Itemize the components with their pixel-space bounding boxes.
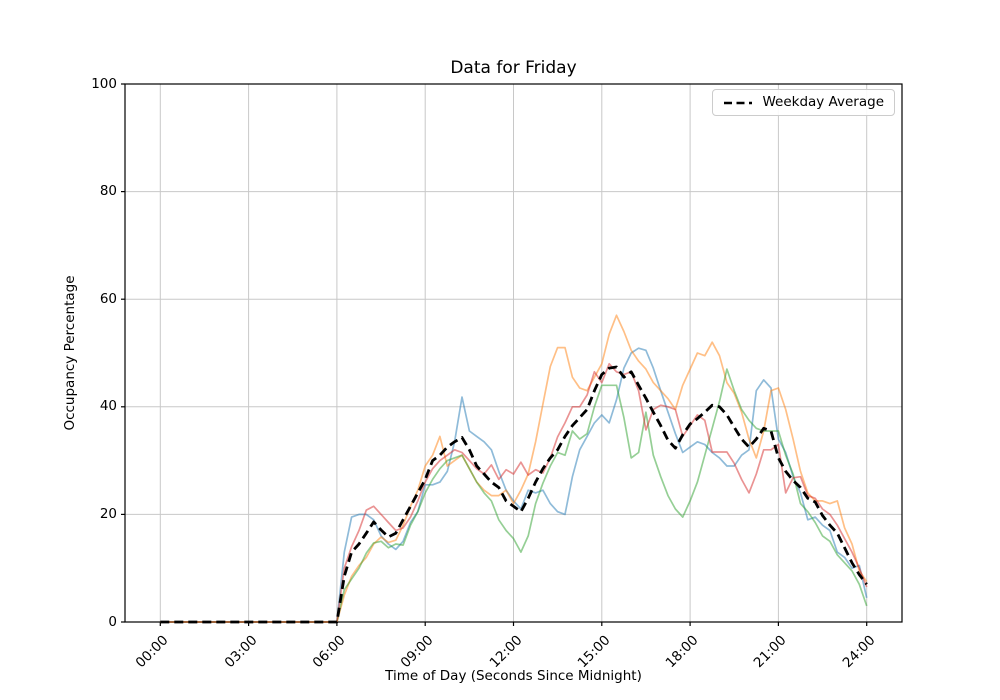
legend-label: Weekday Average — [762, 94, 884, 110]
y-tick-label: 20 — [99, 505, 117, 522]
chart-title: Data for Friday — [450, 58, 577, 78]
y-tick-label: 100 — [91, 75, 117, 92]
x-axis-label: Time of Day (Seconds Since Midnight) — [385, 668, 642, 684]
y-tick-label: 60 — [99, 290, 117, 307]
y-tick-label: 40 — [99, 398, 117, 415]
y-tick-label: 0 — [108, 613, 117, 630]
weekday-average-line — [160, 365, 868, 624]
y-axis-label: Occupancy Percentage — [62, 275, 78, 431]
legend-dashed-line-icon — [724, 101, 753, 104]
legend: Weekday Average — [712, 89, 895, 116]
y-tick-label: 80 — [99, 183, 117, 200]
